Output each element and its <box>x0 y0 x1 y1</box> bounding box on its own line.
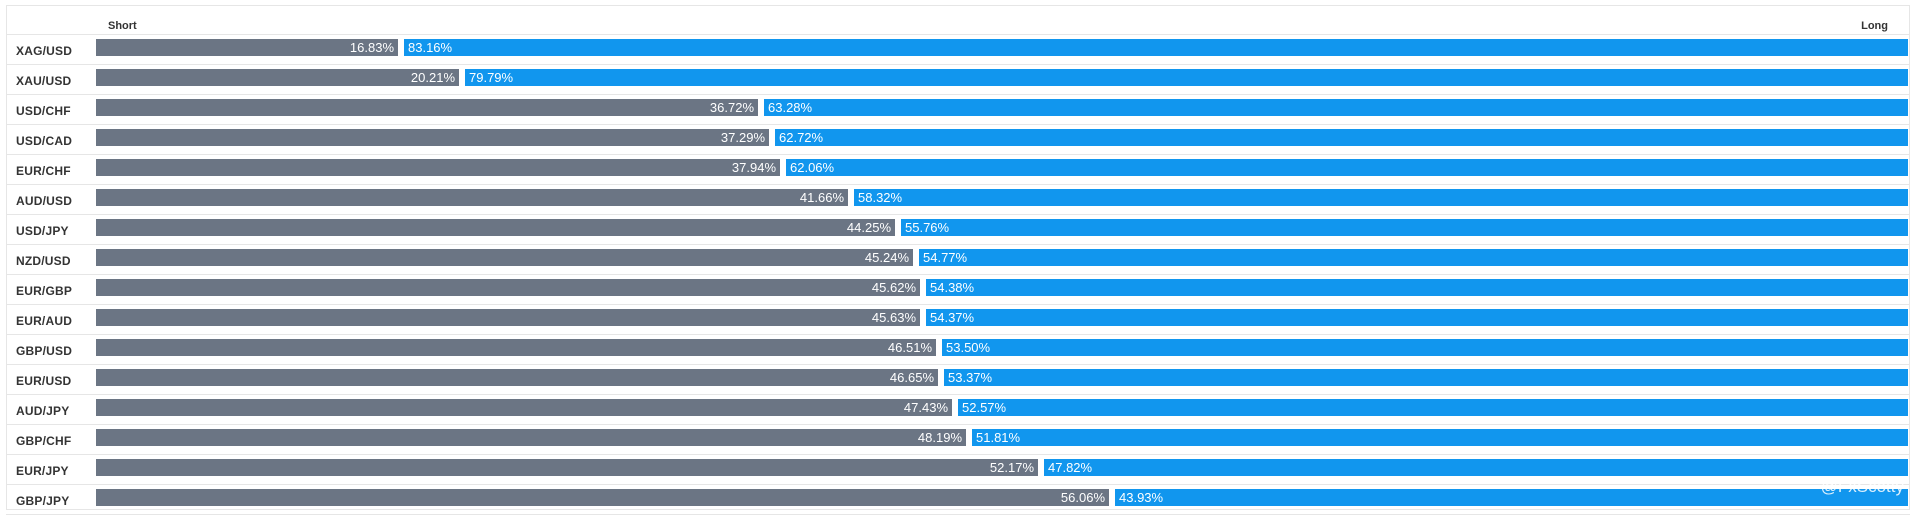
short-bar: 46.65% <box>96 369 938 386</box>
category-label: EUR/GBP <box>16 284 73 298</box>
long-bar: 54.38% <box>926 279 1908 296</box>
long-bar: 53.37% <box>944 369 1908 386</box>
chart-header: Short Long <box>6 5 1910 35</box>
category-label: AUD/JPY <box>16 404 70 418</box>
category-label: GBP/USD <box>16 344 73 358</box>
long-bar: 52.57% <box>958 399 1908 416</box>
bar-row: EUR/USD 46.65% 53.37% <box>6 365 1910 395</box>
bar-row: AUD/USD 41.66% 58.32% <box>6 185 1910 215</box>
bar-row: EUR/GBP 45.62% 54.38% <box>6 275 1910 305</box>
category-label: XAU/USD <box>16 74 72 88</box>
bar-rows: XAG/USD 16.83% 83.16% XAU/USD 20.21% 79.79% US… <box>6 35 1910 515</box>
bar-row: XAG/USD 16.83% 83.16% <box>6 35 1910 65</box>
short-bar: 48.19% <box>96 429 966 446</box>
chart-frame <box>6 5 1910 510</box>
long-bar: 63.28% <box>764 99 1908 116</box>
short-bar: 56.06% <box>96 489 1109 506</box>
short-bar: 20.21% <box>96 69 459 86</box>
scrollbar[interactable] <box>1916 0 1926 515</box>
bar-row: GBP/JPY 56.06% 43.93% <box>6 485 1910 515</box>
bar-row: USD/JPY 44.25% 55.76% <box>6 215 1910 245</box>
long-bar: 47.82% <box>1044 459 1908 476</box>
long-bar: 58.32% <box>854 189 1908 206</box>
short-bar: 16.83% <box>96 39 398 56</box>
long-bar: 43.93% <box>1115 489 1908 506</box>
bar-row: GBP/CHF 48.19% 51.81% <box>6 425 1910 455</box>
bar-row: USD/CHF 36.72% 63.28% <box>6 95 1910 125</box>
category-label: GBP/CHF <box>16 434 72 448</box>
bar-row: NZD/USD 45.24% 54.77% <box>6 245 1910 275</box>
long-axis-label: Long <box>1861 20 1888 32</box>
long-bar: 53.50% <box>942 339 1908 356</box>
short-bar: 41.66% <box>96 189 848 206</box>
bar-row: XAU/USD 20.21% 79.79% <box>6 65 1910 95</box>
short-bar: 36.72% <box>96 99 758 116</box>
bar-row: EUR/CHF 37.94% 62.06% <box>6 155 1910 185</box>
long-bar: 51.81% <box>972 429 1908 446</box>
bar-row: EUR/JPY 52.17% 47.82% <box>6 455 1910 485</box>
long-bar: 55.76% <box>901 219 1908 236</box>
category-label: NZD/USD <box>16 254 71 268</box>
long-bar: 79.79% <box>465 69 1908 86</box>
long-bar: 83.16% <box>404 39 1908 56</box>
short-axis-label: Short <box>108 20 137 32</box>
short-bar: 45.63% <box>96 309 920 326</box>
short-bar: 45.62% <box>96 279 920 296</box>
short-bar: 37.29% <box>96 129 769 146</box>
category-label: GBP/JPY <box>16 494 70 508</box>
short-bar: 44.25% <box>96 219 895 236</box>
category-label: USD/CHF <box>16 104 71 118</box>
short-bar: 45.24% <box>96 249 913 266</box>
short-bar: 46.51% <box>96 339 936 356</box>
long-bar: 54.37% <box>926 309 1908 326</box>
category-label: XAG/USD <box>16 44 73 58</box>
bar-row: EUR/AUD 45.63% 54.37% <box>6 305 1910 335</box>
short-bar: 52.17% <box>96 459 1038 476</box>
long-bar: 62.06% <box>786 159 1908 176</box>
bar-row: GBP/USD 46.51% 53.50% <box>6 335 1910 365</box>
long-bar: 54.77% <box>919 249 1908 266</box>
category-label: EUR/CHF <box>16 164 71 178</box>
category-label: EUR/USD <box>16 374 72 388</box>
bar-row: USD/CAD 37.29% 62.72% <box>6 125 1910 155</box>
bar-row: AUD/JPY 47.43% 52.57% <box>6 395 1910 425</box>
category-label: USD/CAD <box>16 134 73 148</box>
category-label: EUR/JPY <box>16 464 69 478</box>
category-label: AUD/USD <box>16 194 73 208</box>
category-label: USD/JPY <box>16 224 69 238</box>
long-bar: 62.72% <box>775 129 1908 146</box>
category-label: EUR/AUD <box>16 314 73 328</box>
short-bar: 37.94% <box>96 159 780 176</box>
watermark: @FxScotty <box>1820 477 1904 496</box>
short-bar: 47.43% <box>96 399 952 416</box>
